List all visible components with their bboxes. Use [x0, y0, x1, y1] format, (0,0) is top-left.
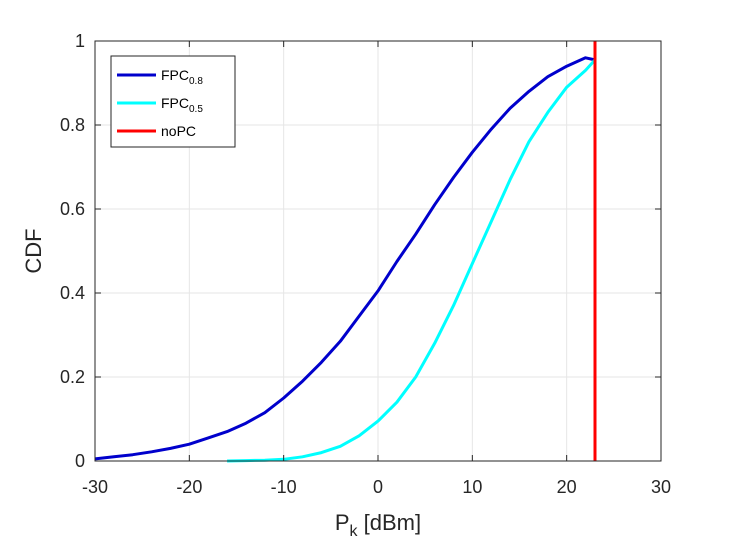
x-axis-label-sub: k — [350, 523, 359, 540]
y-tick-label: 1 — [75, 31, 85, 51]
legend: FPC0.8 FPC0.5 noPC — [110, 55, 236, 148]
fpc-0-5-line — [227, 58, 597, 463]
y-tick-label: 0.2 — [60, 367, 85, 387]
legend-item-fpc-0-8-label: FPC0.8 — [161, 67, 203, 87]
x-tick-label: -20 — [176, 477, 202, 497]
y-tick-label: 0 — [75, 451, 85, 471]
x-tick-label: 10 — [462, 477, 482, 497]
x-axis-label: Pk [dBm] — [335, 510, 421, 540]
series-layer — [94, 41, 597, 463]
axis-ticks — [94, 40, 662, 462]
legend-item-fpc-0-5-label: FPC0.5 — [161, 95, 203, 115]
x-tick-label: 20 — [557, 477, 577, 497]
x-tick-label: -30 — [82, 477, 108, 497]
x-tick-label: 0 — [373, 477, 383, 497]
y-tick-label: 0.4 — [60, 283, 85, 303]
x-axis-label-rest: [dBm] — [358, 510, 422, 535]
fpc-0-8-line — [94, 56, 596, 461]
x-tick-label: 30 — [651, 477, 671, 497]
y-tick-label: 0.8 — [60, 115, 85, 135]
y-tick-label: 0.6 — [60, 199, 85, 219]
tick-labels: -30 -20 -10 0 10 20 30 0 0.2 0.4 0.6 0.8 1 — [60, 31, 671, 497]
x-axis-label-main: P — [335, 510, 350, 535]
y-axis-label: CDF — [21, 228, 46, 273]
legend-item-nopc-label: noPC — [161, 123, 196, 139]
x-tick-label: -10 — [271, 477, 297, 497]
